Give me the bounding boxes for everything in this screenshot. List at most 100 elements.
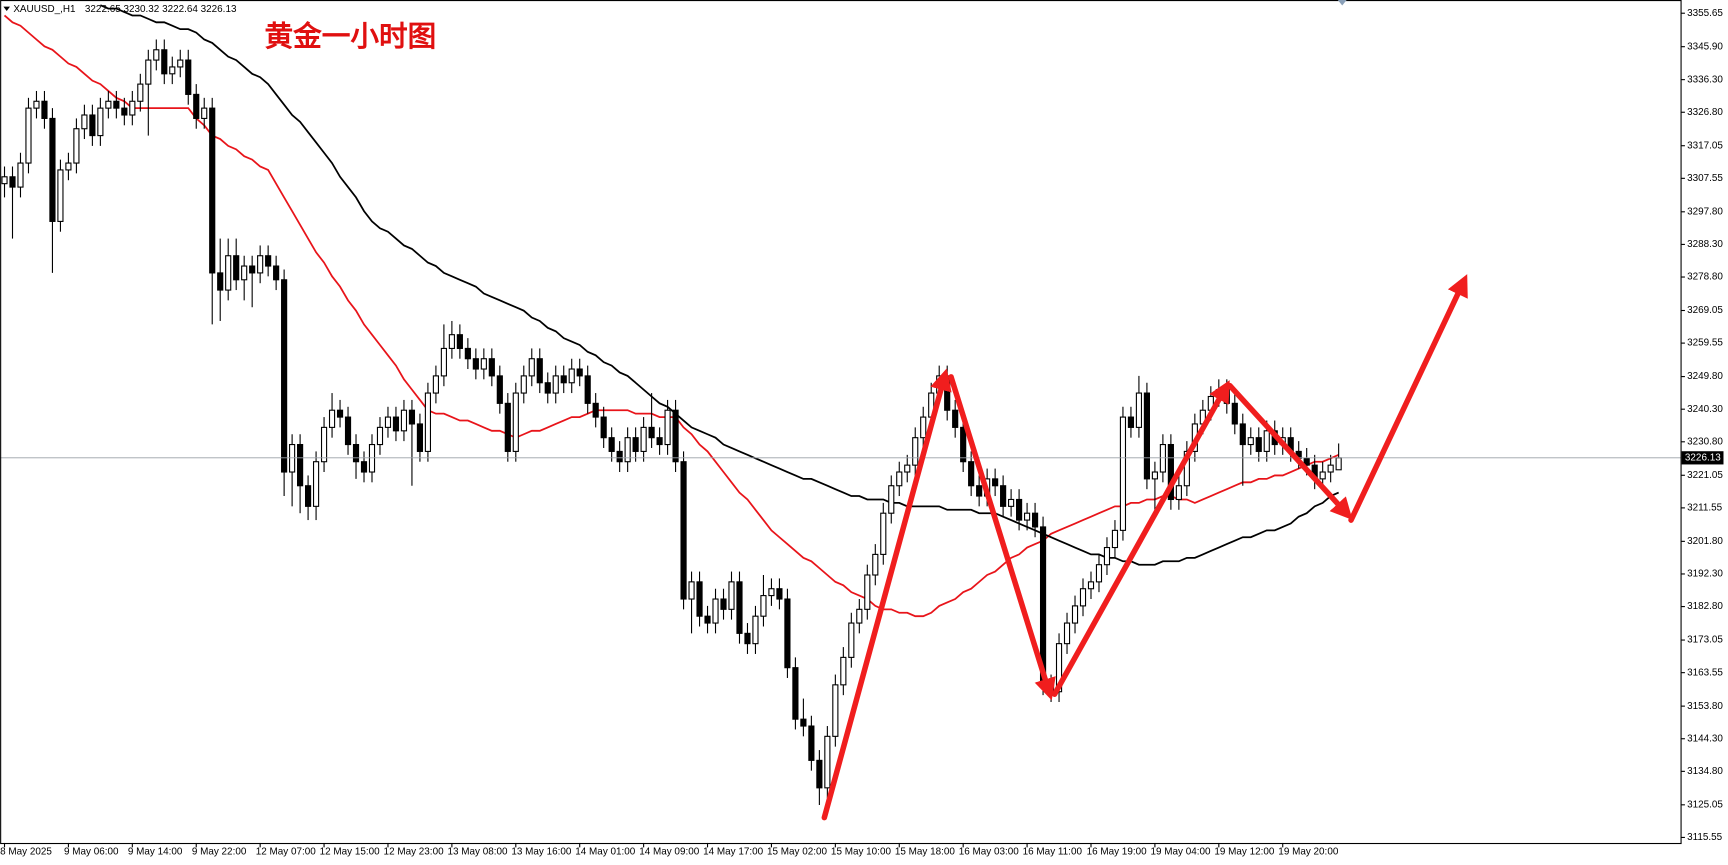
x-tick-label: 19 May 20:00	[1278, 846, 1339, 857]
x-tick-label: 14 May 09:00	[639, 846, 700, 857]
candle-body	[1255, 437, 1262, 452]
x-tick-label: 13 May 08:00	[447, 846, 508, 857]
candle-body	[776, 588, 783, 600]
candle-body	[368, 443, 376, 473]
candle-body	[265, 255, 272, 267]
y-tick-label: 3125.05	[1687, 799, 1723, 810]
arrow	[821, 368, 952, 821]
y-tick-label: 3153.80	[1687, 701, 1723, 712]
candle-body	[137, 83, 144, 102]
candle-body	[1239, 423, 1246, 446]
candle-body	[273, 265, 280, 281]
x-tick-label: 19 May 04:00	[1150, 846, 1211, 857]
candle-body	[336, 409, 344, 418]
candle-body	[305, 485, 312, 507]
candle-body	[576, 368, 583, 377]
candle-body	[1303, 457, 1310, 466]
candle-body	[1008, 498, 1015, 507]
candle-body	[105, 100, 112, 109]
candle-body	[352, 443, 360, 463]
candle-body	[177, 59, 184, 68]
arrow	[1227, 382, 1353, 520]
candle-body	[233, 255, 240, 281]
candle-body	[552, 375, 559, 394]
candle-body	[840, 656, 847, 686]
y-tick-label: 3201.80	[1687, 536, 1723, 547]
candle-body	[209, 107, 216, 274]
candle-body	[744, 632, 751, 645]
shift-marker	[1337, 0, 1347, 6]
candle-body	[1127, 416, 1135, 428]
candle-body	[360, 461, 368, 473]
candle-body	[1000, 485, 1007, 507]
candle-body	[672, 409, 679, 463]
y-tick-label: 3163.55	[1687, 667, 1723, 678]
candle-body	[880, 512, 887, 555]
candle-body	[384, 416, 392, 428]
candle-body	[81, 114, 88, 130]
candle-body	[448, 334, 455, 349]
candle-body	[320, 426, 328, 463]
candle-body	[145, 59, 152, 85]
y-tick-label: 3288.30	[1687, 239, 1723, 250]
header-low: 3222.64	[162, 3, 198, 14]
candle-body	[57, 169, 64, 222]
candle-body	[624, 437, 631, 463]
candle-body	[249, 265, 256, 274]
candle-body	[680, 461, 687, 600]
candle-body	[808, 725, 815, 761]
y-tick-label: 3307.55	[1687, 173, 1723, 184]
y-tick-label: 3115.55	[1687, 832, 1723, 843]
candle-body	[600, 416, 607, 439]
chart-title: 黄金一小时图	[265, 20, 437, 53]
y-tick-label: 3240.30	[1687, 404, 1723, 415]
candle-body	[113, 100, 120, 109]
candle-body	[1319, 471, 1326, 480]
candle-body	[656, 437, 663, 446]
candle-body	[328, 409, 336, 428]
x-tick-label: 9 May 22:00	[192, 846, 247, 857]
candle-body	[169, 66, 176, 75]
moving-average-line	[3, 14, 1339, 618]
arrow	[948, 374, 1056, 701]
candle-body	[832, 684, 839, 737]
annotation-arrows	[821, 274, 1468, 821]
candle-body	[752, 615, 759, 645]
candle-body	[33, 100, 40, 109]
candle-body	[1023, 512, 1031, 521]
candle-body	[297, 443, 304, 487]
candle-body	[1103, 546, 1111, 566]
candle-body	[960, 426, 967, 463]
x-tick-label: 9 May 14:00	[128, 846, 183, 857]
candle-body	[9, 176, 16, 188]
candle-body	[488, 358, 495, 377]
candle-body	[185, 59, 192, 95]
y-tick-label: 3326.80	[1687, 107, 1723, 118]
x-tick-label: 13 May 16:00	[511, 846, 572, 857]
y-tick-label: 3269.05	[1687, 305, 1723, 316]
candle-body	[312, 461, 320, 507]
candle-body	[864, 574, 871, 610]
candle-body	[129, 100, 136, 116]
y-tick-label: 3173.05	[1687, 635, 1723, 646]
candle-body	[89, 114, 96, 137]
y-tick-label: 3144.30	[1687, 733, 1723, 744]
candle-body	[344, 416, 352, 446]
candle-body	[664, 409, 671, 446]
x-tick-label: 15 May 02:00	[767, 846, 828, 857]
chart-header: XAUUSD_,H1 3222.65 3230.32 3222.64 3226.…	[13, 3, 237, 14]
y-tick-label: 3317.05	[1687, 140, 1723, 151]
candle-body	[544, 382, 551, 394]
candle-body	[784, 598, 791, 669]
candle-body	[848, 622, 855, 658]
candle-body	[193, 93, 200, 119]
candle-body	[1119, 416, 1127, 531]
candle-body	[1263, 430, 1270, 452]
candle-body	[1087, 581, 1095, 590]
y-tick-label: 3230.80	[1687, 436, 1723, 447]
y-tick-label: 3182.80	[1687, 601, 1723, 612]
candle-body	[257, 255, 264, 274]
header-open: 3222.65	[85, 3, 121, 14]
candle-body	[1079, 588, 1087, 607]
candle-body	[704, 615, 711, 624]
